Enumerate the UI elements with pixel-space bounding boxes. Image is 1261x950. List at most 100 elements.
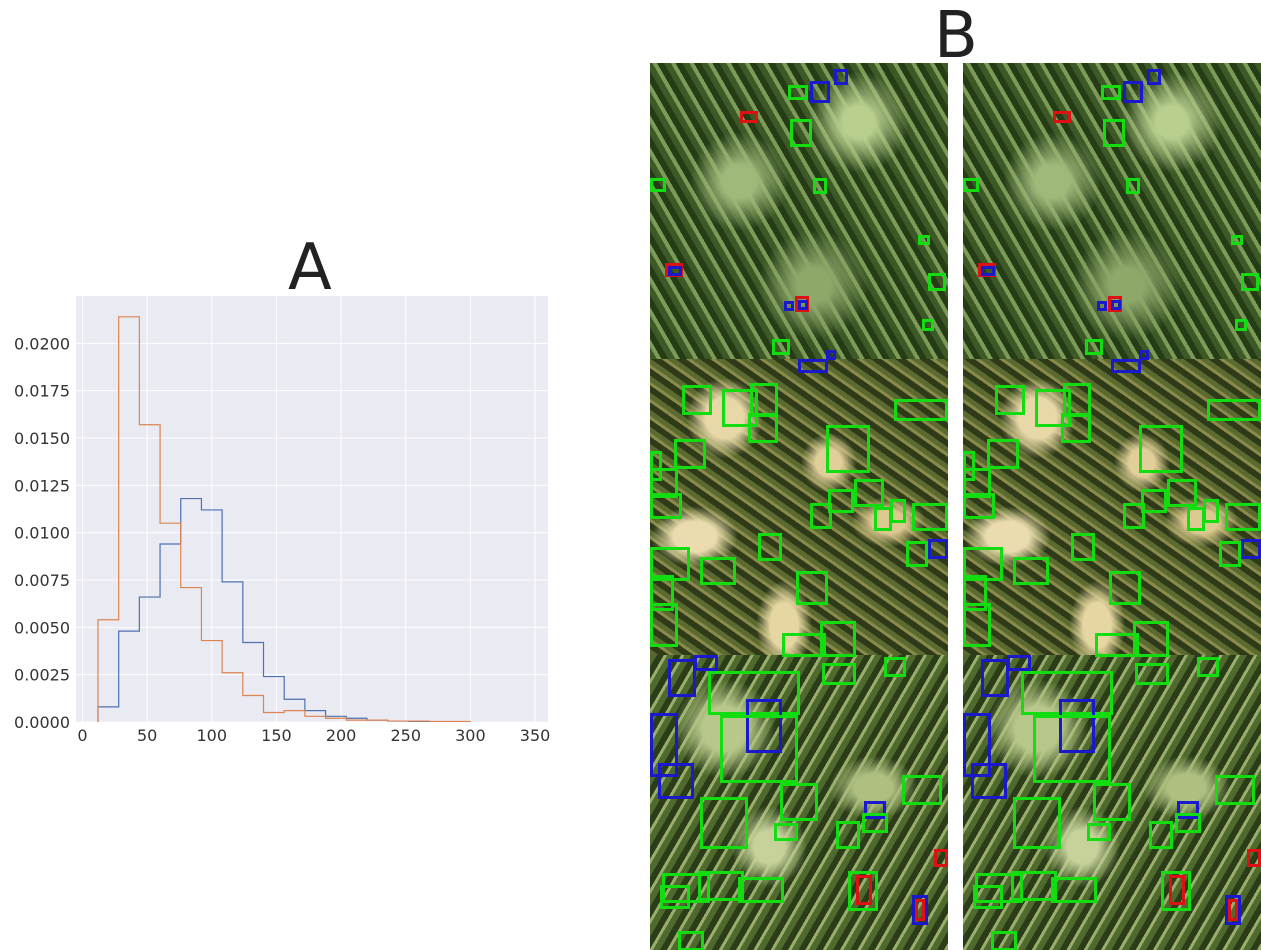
plot-area <box>76 296 548 722</box>
detection-box <box>772 339 790 355</box>
detection-box <box>922 319 934 331</box>
detection-box <box>1063 383 1091 417</box>
detection-box <box>708 671 800 715</box>
y-tick-label: 0.0125 <box>14 476 70 495</box>
x-tick-label: 100 <box>197 726 228 745</box>
detection-box <box>738 877 784 903</box>
detection-box <box>822 663 856 685</box>
detection-box <box>963 603 991 647</box>
detection-box <box>971 763 1007 799</box>
detection-box <box>834 69 848 85</box>
series-layer <box>97 316 472 723</box>
detection-box <box>1169 875 1185 905</box>
detection-box <box>1109 571 1141 605</box>
detection-box <box>1111 300 1121 310</box>
detection-box <box>995 385 1025 415</box>
y-tick-label: 0.0000 <box>14 713 70 732</box>
detection-box <box>1231 235 1243 245</box>
detection-box <box>1139 350 1149 360</box>
detection-box <box>650 547 690 581</box>
detection-box <box>1149 821 1173 849</box>
x-tick-label: 300 <box>455 726 486 745</box>
detection-box <box>1035 389 1071 427</box>
x-tick-label: 200 <box>326 726 357 745</box>
detection-box <box>928 273 946 291</box>
detection-box <box>700 557 736 585</box>
detection-box <box>750 383 778 417</box>
detection-box <box>963 713 991 777</box>
panel-b-label: B <box>934 0 978 73</box>
y-tick-label: 0.0175 <box>14 382 70 401</box>
detection-box <box>828 489 854 513</box>
detection-box <box>668 266 682 276</box>
detection-box <box>963 468 991 498</box>
detection-box <box>836 821 860 849</box>
detection-box <box>650 493 682 519</box>
detection-box <box>774 823 798 841</box>
detection-box <box>796 571 828 605</box>
detection-box <box>1225 895 1241 925</box>
y-tick-label: 0.0200 <box>14 334 70 353</box>
detection-box <box>698 871 744 901</box>
x-tick-label: 50 <box>137 726 157 745</box>
detection-box <box>1219 541 1241 567</box>
detection-box <box>780 783 818 821</box>
detection-box <box>981 266 995 276</box>
detection-box <box>758 533 782 561</box>
detection-box <box>981 659 1009 697</box>
detection-box <box>1225 503 1261 531</box>
detection-box <box>1071 533 1095 561</box>
detection-box <box>650 451 662 481</box>
detection-box <box>1033 715 1111 783</box>
detection-box <box>746 699 782 753</box>
detection-box <box>1135 663 1169 685</box>
detection-box <box>1177 801 1199 819</box>
detection-box <box>1167 479 1197 507</box>
detection-box <box>700 797 748 849</box>
detection-box <box>1123 81 1143 103</box>
detection-box <box>1203 499 1219 523</box>
wheat-photo-tile <box>650 359 948 655</box>
detection-box <box>722 389 758 427</box>
detection-box <box>694 655 718 671</box>
detection-box <box>1161 871 1191 911</box>
detection-box <box>1241 539 1261 559</box>
detection-box <box>678 931 704 950</box>
detection-box <box>906 541 928 567</box>
detection-box <box>1093 783 1131 821</box>
detection-box <box>740 111 758 123</box>
detection-box <box>826 425 870 473</box>
x-tick-label: 250 <box>390 726 421 745</box>
detection-box <box>918 235 930 245</box>
detection-box <box>963 451 975 481</box>
detection-box <box>1011 871 1057 901</box>
detection-box <box>658 763 694 799</box>
detection-box <box>650 603 678 647</box>
detection-box <box>890 499 906 523</box>
detection-box <box>1007 655 1031 671</box>
detection-photos <box>650 63 1261 950</box>
detection-box <box>1175 813 1201 833</box>
detection-box <box>864 801 886 819</box>
detection-box <box>1021 671 1113 715</box>
detection-box <box>1228 899 1238 921</box>
detection-box <box>934 849 948 867</box>
detection-box <box>1126 178 1140 194</box>
detection-box <box>1111 359 1141 373</box>
detection-box <box>1061 413 1091 443</box>
detection-box <box>902 775 942 805</box>
detection-box <box>1241 273 1259 291</box>
detection-box <box>1123 503 1145 529</box>
detection-box <box>1147 69 1161 85</box>
detection-box <box>1059 699 1095 753</box>
detection-box <box>856 875 872 905</box>
detection-box <box>720 715 798 783</box>
detection-box <box>650 178 666 192</box>
detection-box <box>862 813 888 833</box>
detection-box <box>1141 489 1167 513</box>
detection-box <box>1085 339 1103 355</box>
y-tick-label: 0.0050 <box>14 618 70 637</box>
detection-box <box>894 399 948 421</box>
detection-box <box>790 119 812 147</box>
